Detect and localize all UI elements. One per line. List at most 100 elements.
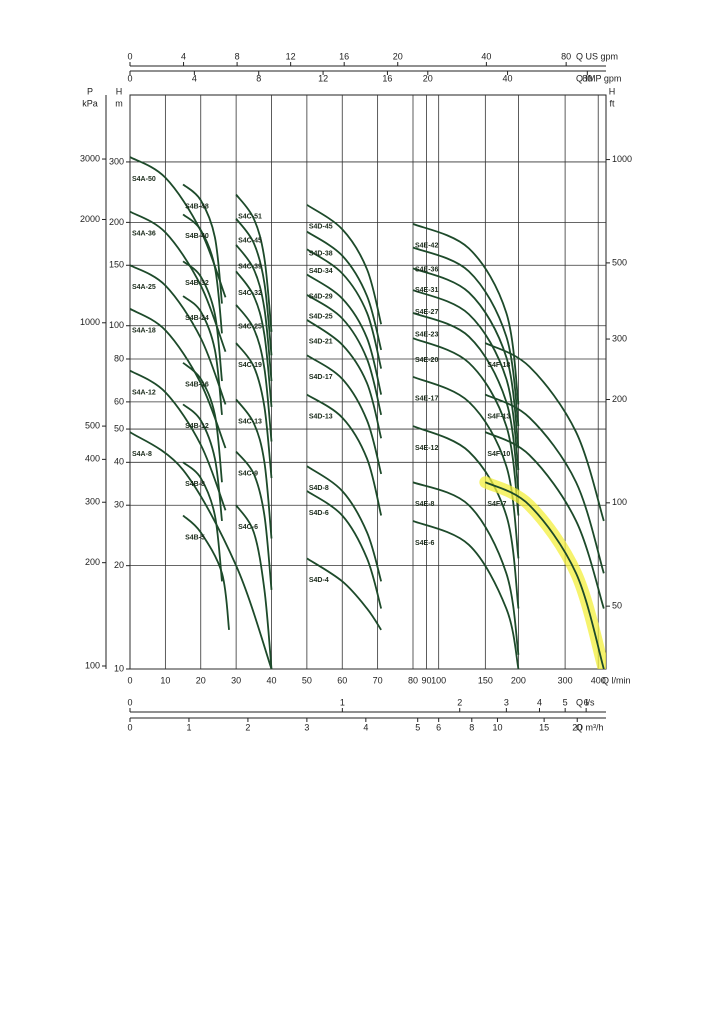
- pump-curve: [484, 342, 605, 522]
- extra-x-tick-label: 4: [363, 722, 368, 732]
- y2-tick-label: 50: [612, 601, 622, 611]
- pump-curve: [182, 295, 223, 415]
- pump-curve: [235, 304, 273, 442]
- curve-label: S4E-42: [415, 243, 438, 250]
- pump-curve: [412, 312, 520, 492]
- pump-curve: [412, 375, 520, 559]
- y-axis-title: ft: [609, 98, 615, 108]
- y3-tick-label: 3000: [80, 153, 100, 163]
- y-tick-label: 20: [114, 560, 124, 570]
- extra-x-tick-label: 0: [127, 722, 132, 732]
- y-axis-title: m: [115, 98, 123, 108]
- curve-label: S4C-25: [238, 324, 262, 331]
- extra-x-tick-label: 40: [503, 73, 513, 83]
- x-tick-label: 60: [337, 675, 347, 685]
- extra-x-tick-label: 12: [286, 51, 296, 61]
- x-tick-label: 70: [373, 675, 383, 685]
- curves: [130, 156, 606, 669]
- curve-label: S4E-8: [415, 501, 435, 508]
- extra-x-tick-label: 16: [382, 73, 392, 83]
- extra-x-tick-label: 6: [584, 697, 589, 707]
- y2-tick-label: 200: [612, 394, 627, 404]
- extra-x-tick-label: 8: [235, 51, 240, 61]
- extra-x-tick-label: 0: [127, 697, 132, 707]
- curve-label: S4C-51: [238, 213, 262, 220]
- extra-x-tick-label: 6: [436, 722, 441, 732]
- x-axis-title: Q l/min: [602, 675, 631, 685]
- extra-x-tick-label: 8: [469, 722, 474, 732]
- curve-label: S4D-25: [309, 314, 333, 321]
- pump-curve: [235, 270, 273, 408]
- y-tick-label: 50: [114, 423, 124, 433]
- extra-x-tick-label: 10: [492, 722, 502, 732]
- curve-label: S4A-8: [132, 451, 152, 458]
- pump-curve: [235, 244, 273, 382]
- extra-x-tick-label: 20: [423, 73, 433, 83]
- curve-label: S4C-32: [238, 290, 262, 297]
- x-tick-label: 20: [196, 675, 206, 685]
- curve-label: S4D-29: [309, 293, 333, 300]
- y-axis-title: H: [116, 86, 123, 96]
- pump-curve: [182, 514, 230, 630]
- y2-tick-label: 1000: [612, 154, 632, 164]
- curve-label: S4D-45: [309, 224, 333, 231]
- curve-label: S4B-32: [185, 280, 209, 287]
- extra-x-tick-label: 40: [481, 51, 491, 61]
- extra-x-tick-label: 4: [537, 697, 542, 707]
- pump-curve: [484, 481, 605, 669]
- y3-tick-label: 1000: [80, 317, 100, 327]
- curve-label: S4A-18: [132, 328, 156, 335]
- pump-curve: [182, 183, 223, 304]
- curve-label: S4B-48: [185, 203, 209, 210]
- x-tick-label: 0: [127, 675, 132, 685]
- pump-curve: [306, 294, 383, 416]
- y-tick-label: 150: [109, 260, 124, 270]
- y-tick-label: 100: [109, 320, 124, 330]
- pump-curve: [235, 194, 273, 332]
- pump-curve: [306, 273, 383, 395]
- curve-label: S4D-17: [309, 374, 333, 381]
- y3-tick-label: 2000: [80, 214, 100, 224]
- y-tick-label: 80: [114, 353, 124, 363]
- extra-x-tick-label: 20: [572, 722, 582, 732]
- curve-label: S4D-38: [309, 250, 333, 257]
- extra-x-tick-label: 1: [186, 722, 191, 732]
- curve-label: S4D-6: [309, 510, 329, 517]
- pump-curve: [412, 267, 520, 449]
- y2-tick-label: 300: [612, 333, 627, 343]
- y-tick-label: 200: [109, 217, 124, 227]
- curve-label: S4E-31: [415, 287, 438, 294]
- pump-curve: [182, 260, 223, 382]
- curve-label: S4B-16: [185, 382, 209, 389]
- curve-label: S4A-50: [132, 176, 156, 183]
- y-tick-label: 40: [114, 457, 124, 467]
- curve-label: S4C-39: [238, 264, 262, 271]
- extra-x-tick-label: 80: [561, 51, 571, 61]
- pump-curve: [412, 289, 520, 471]
- extra-x-axis-title: Q m³/h: [576, 722, 604, 732]
- x-tick-label: 400: [591, 675, 606, 685]
- curve-label: S4D-4: [309, 577, 329, 584]
- y-tick-label: 60: [114, 396, 124, 406]
- curve-label: S4F-10: [487, 451, 510, 458]
- y2-tick-label: 500: [612, 257, 627, 267]
- extra-x-tick-label: 5: [415, 722, 420, 732]
- curve-label: S4E-12: [415, 445, 438, 452]
- x-tick-label: 200: [511, 675, 526, 685]
- curve-label: S4B-40: [185, 233, 209, 240]
- y-axis-title: P: [87, 86, 93, 96]
- pump-curve: [235, 342, 273, 479]
- pump-curve: [484, 431, 605, 609]
- curve-label: S4F-13: [487, 413, 510, 420]
- x-tick-label: 10: [160, 675, 170, 685]
- pump-curve: [306, 354, 383, 475]
- curve-label: S4E-27: [415, 309, 438, 316]
- curve-label: S4A-12: [132, 389, 156, 396]
- pump-curve: [130, 264, 227, 405]
- y3-tick-label: 400: [85, 454, 100, 464]
- extra-x-tick-label: 16: [339, 51, 349, 61]
- extra-x-axis-title: Q IMP gpm: [576, 73, 621, 83]
- x-tick-label: 90: [422, 675, 432, 685]
